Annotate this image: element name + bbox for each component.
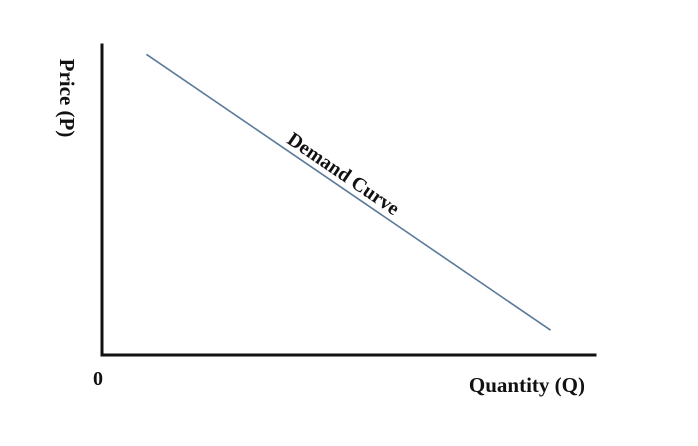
demand-curve-label: Demand Curve [283,128,403,220]
y-axis-label: Price (P) [55,59,79,138]
origin-label: 0 [93,368,103,390]
demand-curve-line [145,53,552,331]
x-axis-label: Quantity (Q) [469,373,585,397]
